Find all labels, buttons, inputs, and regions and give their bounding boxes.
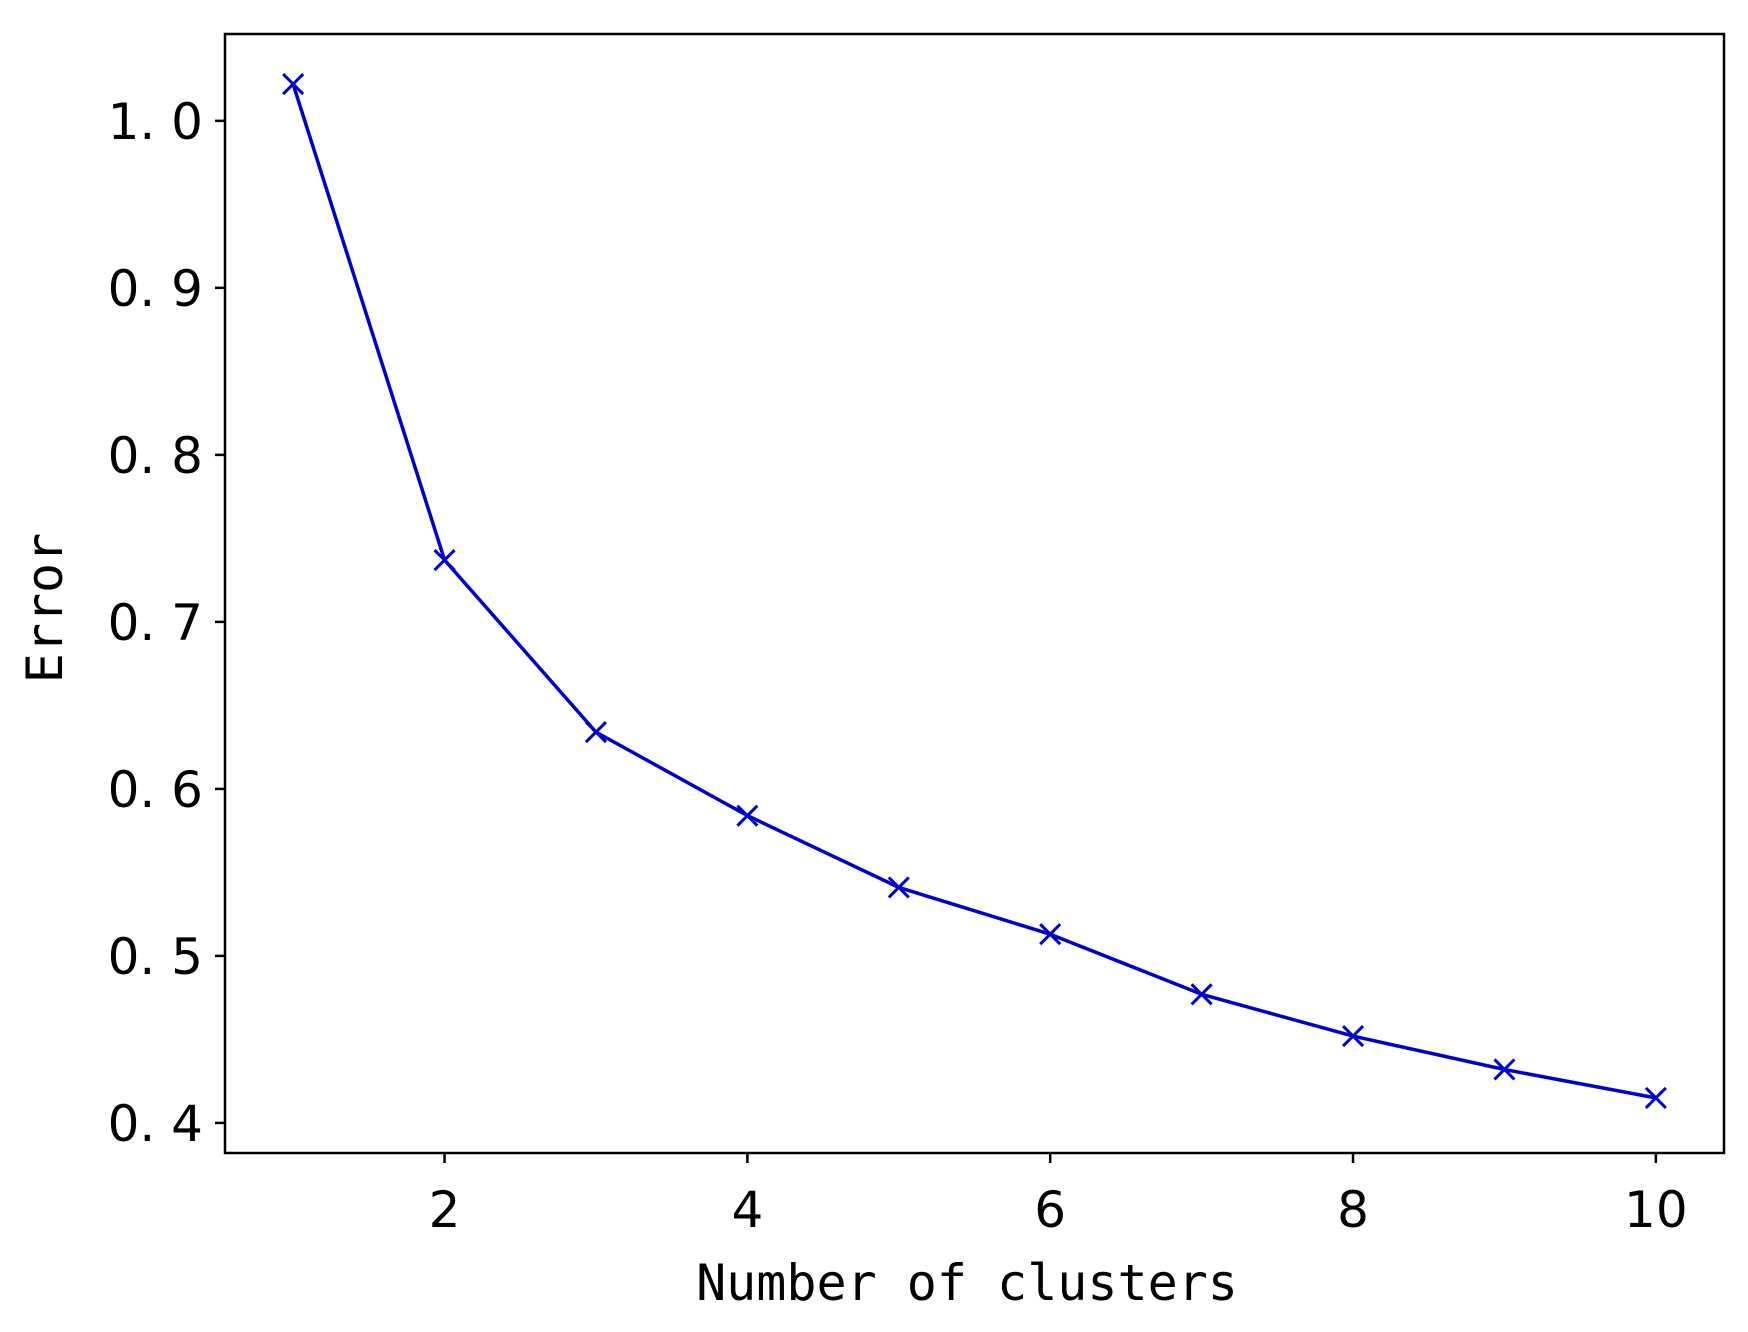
data-point-marker	[1190, 983, 1213, 1006]
x-tick-label: 8	[1337, 1181, 1369, 1239]
y-tick-label: 0. 8	[108, 427, 203, 485]
y-axis-title: Error	[16, 533, 74, 684]
x-axis-title: Number of clusters	[696, 1254, 1238, 1312]
x-tick-label: 2	[429, 1181, 461, 1239]
x-tick-label: 10	[1624, 1181, 1688, 1239]
data-point-marker	[1341, 1025, 1365, 1048]
data-point-marker	[1493, 1058, 1516, 1081]
data-point-marker	[736, 804, 759, 827]
data-point-marker	[433, 549, 456, 572]
plot-frame	[223, 32, 1726, 1155]
y-tick-label: 0. 4	[108, 1095, 203, 1153]
data-point-marker	[584, 721, 608, 744]
data-point-marker	[1644, 1086, 1667, 1109]
data-point-marker	[282, 73, 305, 96]
tick-layer: 2 4 6 8 10 0. 4 0. 5 0. 6 0. 7 0. 8 0. 9 1. 0	[108, 93, 1688, 1239]
x-tick-label: 6	[1034, 1181, 1066, 1239]
data-point-marker	[887, 876, 910, 899]
y-tick-label: 0. 7	[108, 594, 203, 652]
data-point-marker	[1039, 923, 1062, 946]
plot-layer	[282, 73, 1667, 1109]
x-tick-label: 4	[731, 1181, 763, 1239]
y-tick-label: 0. 9	[108, 260, 203, 318]
y-tick-label: 0. 5	[108, 928, 203, 986]
y-tick-label: 0. 6	[108, 761, 203, 819]
series-line	[291, 83, 1657, 1100]
y-tick-label: 1. 0	[108, 93, 203, 151]
